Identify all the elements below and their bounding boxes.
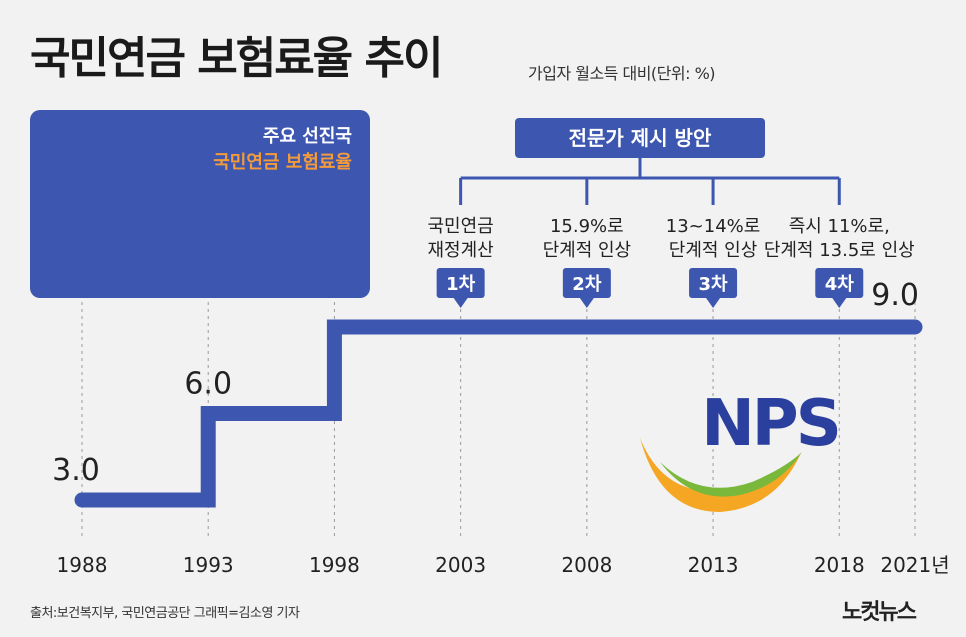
plan-badge [562, 268, 611, 298]
data-label: 6.0 [184, 367, 232, 402]
plan-text: 재정계산 [428, 240, 494, 261]
plan-badge-label: 1차 [446, 274, 476, 295]
expert-plan-header: 전문가 제시 방안 [515, 118, 765, 158]
plan-text: 단계적 인상 [543, 240, 632, 261]
country-comparison-panel: 주요 선진국 국민연금 보험료율 [30, 110, 370, 298]
plan-badge-label: 4차 [825, 274, 855, 295]
x-tick-label: 2003 [435, 553, 486, 577]
plan-badge-pointer [706, 298, 721, 308]
plan-badge [436, 268, 485, 298]
brand-logo: 노컷뉴스 [842, 600, 917, 625]
plan-text: 13~14%로 [666, 216, 761, 237]
x-tick-label: 1993 [183, 553, 234, 577]
plan-text: 국민연금 [428, 216, 494, 237]
nps-logo-swoosh-green [660, 452, 802, 497]
plan-badge-label: 2차 [572, 274, 602, 295]
nps-logo-swoosh-orange [640, 438, 800, 512]
plan-badge-pointer [453, 298, 468, 308]
page-subtitle: 가입자 월소득 대비(단위: %) [528, 64, 716, 83]
plan-badge-pointer [832, 298, 847, 308]
plan-text: 단계적 13.5로 인상 [764, 240, 915, 261]
plan-badge [815, 268, 864, 298]
plan-text: 단계적 인상 [669, 240, 758, 261]
plan-text: 15.9%로 [550, 216, 624, 237]
source-credit: 출처:보건복지부, 국민연금공단 그래픽=김소영 기자 [30, 606, 300, 621]
plan-badge-pointer [579, 298, 594, 308]
x-tick-label: 2021년 [880, 553, 949, 577]
x-tick-label: 1988 [57, 553, 108, 577]
series-line [74, 319, 923, 508]
nps-logo-text: NPS [701, 387, 839, 461]
x-tick-label: 2008 [561, 553, 612, 577]
x-tick-label: 2018 [814, 553, 865, 577]
plan-badge [689, 268, 738, 298]
x-tick-label: 1998 [309, 553, 360, 577]
data-label: 9.0 [871, 278, 919, 313]
inset-title-line2: 국민연금 보험료율 [213, 152, 352, 173]
inset-title-line1: 주요 선진국 [262, 126, 352, 147]
plan-badge-label: 3차 [699, 274, 729, 295]
page-title: 국민연금 보험료율 추이 [30, 33, 443, 84]
x-tick-label: 2013 [688, 553, 739, 577]
plan-text: 즉시 11%로, [789, 216, 890, 237]
data-label: 3.0 [52, 453, 100, 488]
